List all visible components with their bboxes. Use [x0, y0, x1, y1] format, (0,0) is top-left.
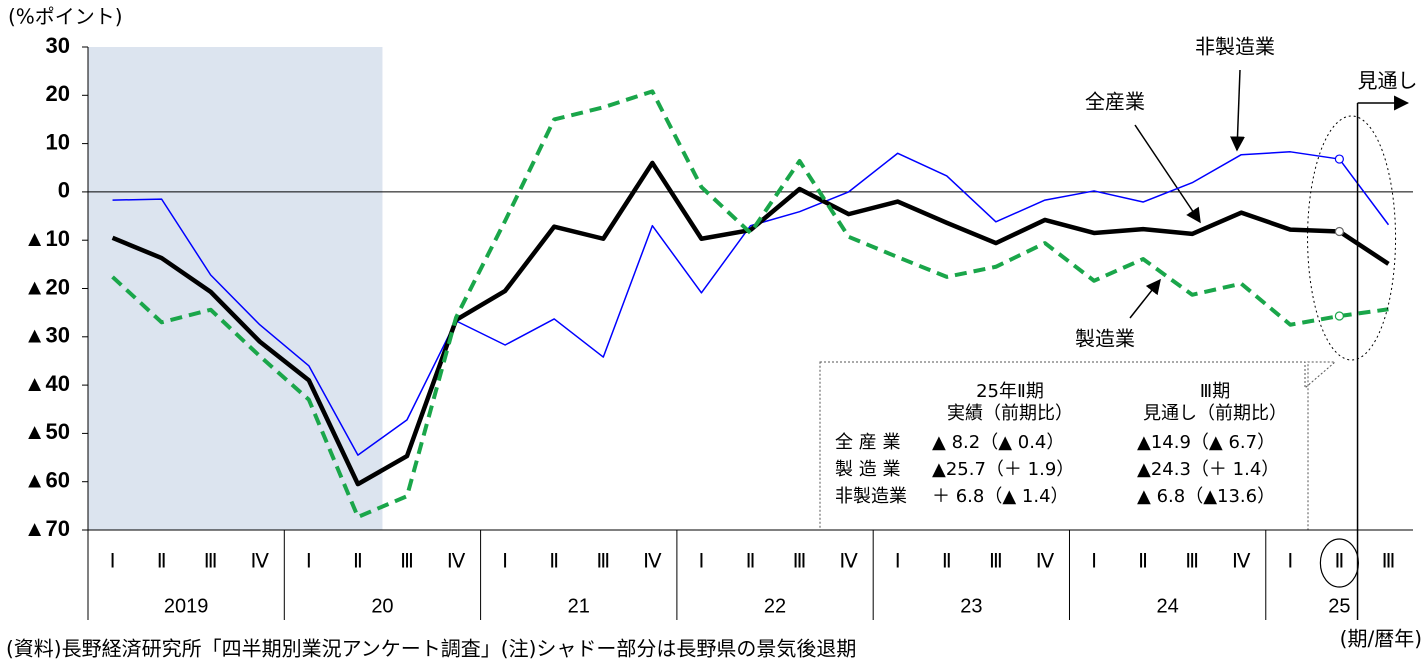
forecast-label: 見通し: [1358, 69, 1418, 93]
y-tick-label: 10: [46, 129, 70, 154]
table-header: 25年Ⅱ期: [976, 381, 1044, 402]
x-tick-label: Ⅰ: [1287, 551, 1293, 573]
annotation-arrow: [1129, 278, 1161, 319]
y-tick-label: ▲40: [24, 371, 70, 396]
series-label: 非製造業: [1195, 35, 1275, 59]
x-tick-label: Ⅱ: [157, 551, 167, 573]
x-group-label: 23: [960, 595, 982, 617]
x-tick-label: Ⅱ: [353, 551, 363, 573]
open-marker: [1334, 226, 1344, 237]
table-cell: 全 産 業: [835, 432, 900, 453]
series-line: [111, 89, 1389, 519]
open-marker: [1334, 154, 1344, 164]
series-line: [112, 151, 1390, 456]
table-cell: ▲ 8.2（▲ 0.4）: [932, 432, 1064, 453]
x-group-label: 25: [1328, 595, 1350, 617]
x-group-label: 21: [568, 595, 590, 617]
x-tick-label: Ⅳ: [1232, 551, 1251, 573]
x-tick-label: Ⅲ: [793, 551, 807, 573]
table-cell: ▲25.7（＋ 1.9）: [932, 459, 1074, 480]
y-tick-label: 30: [46, 33, 70, 58]
table-header: 実績（前期比）: [947, 403, 1073, 424]
y-tick-label: 20: [46, 81, 70, 106]
x-unit: (期/暦年): [1340, 627, 1422, 651]
x-tick-label: Ⅲ: [400, 551, 414, 573]
x-tick-label: Ⅱ: [1334, 551, 1344, 573]
x-tick-label: Ⅱ: [746, 551, 756, 573]
y-tick-label: ▲10: [24, 226, 70, 251]
y-tick-label: ▲30: [24, 323, 70, 348]
table-header: 見通し（前期比）: [1143, 403, 1287, 424]
y-unit: (%ポイント): [8, 5, 123, 29]
y-tick-label: ▲70: [24, 516, 70, 541]
y-tick-label: ▲50: [24, 419, 70, 444]
table-header: Ⅲ期: [1200, 381, 1230, 402]
annotation-arrow: [1230, 69, 1246, 152]
x-tick-label: Ⅲ: [989, 551, 1003, 573]
x-tick-label: Ⅲ: [204, 551, 218, 573]
x-tick-label: Ⅳ: [643, 551, 662, 573]
annotation-arrow: [1134, 124, 1201, 224]
table-cell: ▲ 6.8（▲13.6）: [1137, 486, 1275, 507]
x-tick-label: Ⅳ: [839, 551, 858, 573]
x-group-label: 22: [764, 595, 786, 617]
x-tick-label: Ⅰ: [306, 551, 312, 573]
x-tick-label: Ⅱ: [549, 551, 559, 573]
table-cell: 非製造業: [835, 486, 907, 507]
x-tick-label: Ⅱ: [942, 551, 952, 573]
x-tick-label: Ⅳ: [251, 551, 270, 573]
table-cell: ＋ 6.8（▲ 1.4）: [932, 486, 1069, 507]
x-tick-label: Ⅰ: [1091, 551, 1097, 573]
x-group-label: 2019: [164, 595, 209, 617]
x-group-label: 20: [371, 595, 393, 617]
table-cell: ▲14.9（▲ 6.7）: [1137, 432, 1275, 453]
open-marker: [1334, 311, 1344, 321]
x-group-label: 24: [1157, 595, 1179, 617]
table-cell: ▲24.3（＋ 1.4）: [1137, 459, 1279, 480]
y-tick-label: ▲60: [24, 468, 70, 493]
x-tick-label: Ⅰ: [895, 551, 901, 573]
series-label: 製造業: [1075, 327, 1135, 351]
forecast-ellipse: [1307, 115, 1397, 361]
x-tick-label: Ⅱ: [1138, 551, 1148, 573]
x-tick-label: Ⅲ: [1382, 551, 1396, 573]
table-cell: 製 造 業: [835, 459, 900, 480]
x-tick-label: Ⅲ: [596, 551, 610, 573]
series-line: [111, 160, 1390, 487]
y-tick-label: ▲20: [24, 274, 70, 299]
x-tick-label: Ⅳ: [447, 551, 466, 573]
y-tick-label: 0: [58, 178, 70, 203]
x-tick-label: Ⅲ: [1185, 551, 1199, 573]
x-tick-label: Ⅳ: [1036, 551, 1055, 573]
x-tick-label: Ⅰ: [110, 551, 116, 573]
source-note: (資料)長野経済研究所「四半期別業況アンケート調査」(注)シャドー部分は長野県の…: [6, 637, 856, 661]
x-tick-label: Ⅰ: [698, 551, 704, 573]
x-tick-label: Ⅰ: [502, 551, 508, 573]
highlight-circle: [1319, 538, 1359, 588]
series-label: 全産業: [1085, 90, 1145, 114]
recession-shading: [88, 47, 383, 530]
